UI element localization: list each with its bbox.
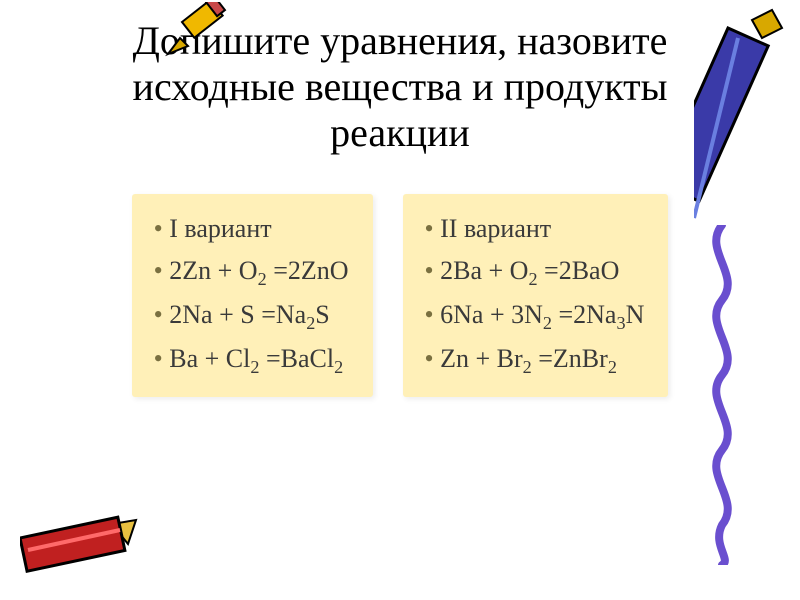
- crayon-red-icon: [20, 492, 140, 592]
- variant-1-eq1: 2Zn + O2 =2ZnO: [154, 250, 349, 294]
- variant-2-card: II вариант 2Ba + O2 =2BaO 6Na + 3N2 =2Na…: [403, 194, 669, 397]
- variant-1-header: I вариант: [154, 208, 349, 250]
- columns-container: I вариант 2Zn + O2 =2ZnO 2Na + S =Na2S B…: [0, 194, 800, 397]
- page-title: Допишите уравнения, назовите исходные ве…: [0, 0, 800, 166]
- variant-2-eq3: Zn + Br2 =ZnBr2: [425, 338, 645, 382]
- variant-2-header: II вариант: [425, 208, 645, 250]
- squiggle-icon: [692, 225, 752, 565]
- pencil-icon: [160, 2, 230, 62]
- variant-1-eq3: Ba + Cl2 =BaCl2: [154, 338, 349, 382]
- crayon-blue-icon: [694, 8, 800, 228]
- variant-1-card: I вариант 2Zn + O2 =2ZnO 2Na + S =Na2S B…: [132, 194, 373, 397]
- variant-2-eq1: 2Ba + O2 =2BaO: [425, 250, 645, 294]
- variant-1-eq2: 2Na + S =Na2S: [154, 294, 349, 338]
- variant-2-eq2: 6Na + 3N2 =2Na3N: [425, 294, 645, 338]
